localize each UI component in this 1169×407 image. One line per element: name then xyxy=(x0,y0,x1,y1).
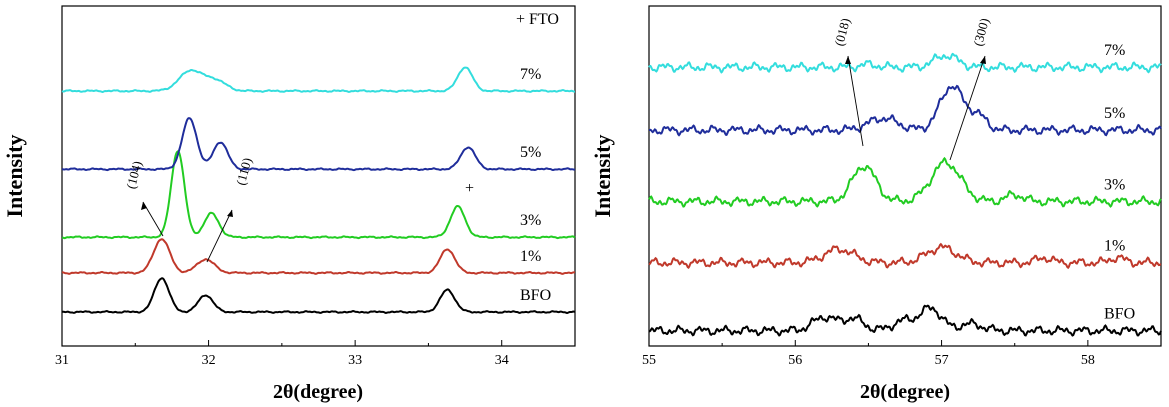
right-arrow-018 xyxy=(847,55,864,147)
series-label: 5% xyxy=(520,144,541,161)
x-tick-label: 56 xyxy=(788,353,802,368)
left-arrow-110 xyxy=(206,209,233,263)
series-line-1pct xyxy=(61,238,576,275)
right-x-ticks: 55 56 57 58 xyxy=(642,340,1095,368)
series-line-1pct xyxy=(648,242,1162,270)
left-arrowhead-110 xyxy=(227,210,233,217)
left-arrowhead-104 xyxy=(141,202,147,210)
series-line-7pct xyxy=(648,52,1162,74)
left-series-labels: BFO 1% 3% 5% 7% xyxy=(520,66,551,304)
series-label: 1% xyxy=(1104,238,1125,255)
right-arrow-300 xyxy=(949,55,986,161)
series-label: 3% xyxy=(1104,177,1125,194)
x-tick-label: 33 xyxy=(348,353,362,368)
right-y-axis-label: Intensity xyxy=(590,134,615,217)
left-panel: 31 32 33 34 BFO 1% 3% 5% 7% + FTO Intensity 2θ(… xyxy=(2,5,576,403)
left-plot-frame xyxy=(61,5,576,347)
series-line-3pct xyxy=(61,150,576,240)
x-tick-label: 58 xyxy=(1081,353,1095,368)
series-line-3pct xyxy=(648,156,1162,208)
left-x-ticks: 31 32 33 34 xyxy=(55,340,509,368)
series-line-5pct xyxy=(648,84,1162,137)
right-series-group xyxy=(648,52,1162,337)
right-x-axis-label: 2θ(degree) xyxy=(860,381,950,403)
right-panel: 55 56 57 58 BFO 1% 3% 5% 7% Intensity 2θ(degree… xyxy=(590,5,1162,403)
left-fto-legend: + FTO xyxy=(516,11,559,28)
series-label: 7% xyxy=(520,66,541,83)
x-tick-label: 57 xyxy=(935,353,949,368)
left-annotations: (104) (110) + xyxy=(123,156,474,197)
right-arrowhead-018 xyxy=(845,56,851,64)
right-arrowhead-300 xyxy=(980,56,986,64)
x-tick-label: 31 xyxy=(55,353,69,368)
series-line-bfo xyxy=(61,277,576,314)
series-label: 7% xyxy=(1104,42,1125,59)
right-plot-frame xyxy=(648,5,1162,347)
series-label: 3% xyxy=(520,212,541,229)
x-tick-label: 32 xyxy=(202,353,216,368)
right-series-labels: BFO 1% 3% 5% 7% xyxy=(1104,42,1135,323)
series-line-7pct xyxy=(61,66,576,93)
series-label: 5% xyxy=(1104,105,1125,122)
left-series-group xyxy=(61,66,576,314)
left-x-axis-label: 2θ(degree) xyxy=(273,381,363,403)
right-annotations: (018) (300) xyxy=(831,16,992,47)
x-tick-label: 55 xyxy=(642,353,656,368)
peak-annotation: (110) xyxy=(233,156,255,187)
peak-annotation: (104) xyxy=(123,159,145,190)
series-line-bfo xyxy=(648,304,1162,337)
series-label: BFO xyxy=(520,287,551,304)
series-label: 1% xyxy=(520,248,541,265)
left-y-axis-label: Intensity xyxy=(2,134,27,217)
peak-annotation: (018) xyxy=(831,16,853,47)
peak-annotation: + xyxy=(465,180,474,197)
series-line-5pct xyxy=(61,117,576,172)
peak-annotation: (300) xyxy=(970,16,992,47)
x-tick-label: 34 xyxy=(495,353,509,368)
series-label: BFO xyxy=(1104,306,1135,323)
